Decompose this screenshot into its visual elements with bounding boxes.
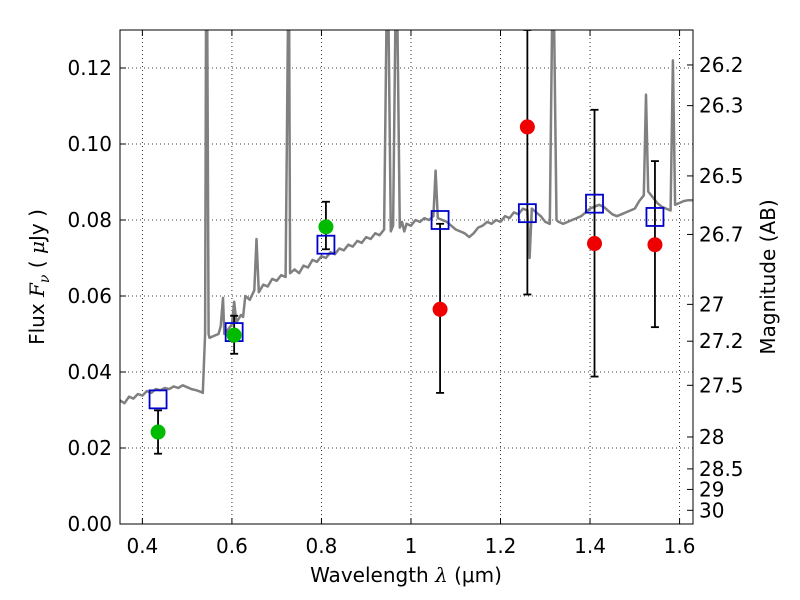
low-sn-point <box>587 236 603 252</box>
y-tick-label: 0.10 <box>67 132 112 156</box>
mag-tick-label: 26.5 <box>699 164 744 188</box>
mag-tick-label: 26.3 <box>699 94 744 118</box>
y-tick-label: 0.04 <box>67 360 112 384</box>
x-label-symbol: λ <box>434 563 448 587</box>
y-label-unit: Jy ) <box>25 209 49 243</box>
x-tick-label: 0.4 <box>126 534 158 558</box>
x-tick-label: 0.8 <box>306 534 338 558</box>
mag-tick-label: 28 <box>699 425 724 449</box>
model-photometry-square <box>148 389 168 410</box>
plot-frame <box>119 29 694 525</box>
y-tick-label: 0.12 <box>67 56 112 80</box>
y-label-paren: ( <box>25 254 49 275</box>
axis-ticks <box>120 30 693 525</box>
model-photometry-square <box>316 234 336 255</box>
y-tick-label: 0.06 <box>67 284 112 308</box>
y-axis-label: Flux Fν ( μJy ) <box>25 209 53 345</box>
y-label-subscript: ν <box>37 274 53 283</box>
y-tick-label: 0.00 <box>67 512 112 536</box>
mag-tick-label: 26.7 <box>699 222 744 246</box>
y-label-pre: Flux <box>25 297 49 345</box>
mag-tick-label: 26.2 <box>699 53 744 77</box>
y-tick-labels: 0.00 0.02 0.04 0.06 0.08 0.10 0.12 <box>67 56 112 536</box>
x-label-pre: Wavelength <box>310 563 435 587</box>
x-tick-label: 1.4 <box>574 534 606 558</box>
x-label-post: (μm) <box>448 563 502 587</box>
plot-background <box>120 30 693 524</box>
model-photometry-square <box>517 203 537 224</box>
y-tick-label: 0.08 <box>67 208 112 232</box>
detection-point <box>150 424 166 440</box>
low-sn-point <box>519 119 535 135</box>
mag-tick-label: 27.5 <box>699 373 744 397</box>
x-axis-label: Wavelength λ (μm) <box>310 563 502 587</box>
x-tick-label: 1.2 <box>485 534 517 558</box>
mag-tick-label: 27 <box>699 292 724 316</box>
model-photometry-square <box>430 210 450 230</box>
low-sn-point <box>647 237 663 253</box>
magnitude-axis-label: Magnitude (AB) <box>756 199 780 354</box>
mag-tick-label: 28.5 <box>699 457 744 481</box>
model-photometry-square <box>585 193 604 214</box>
mag-tick-label: 29 <box>699 477 724 501</box>
detection-point <box>226 327 242 343</box>
x-tick-label: 1 <box>405 534 418 558</box>
x-tick-labels: 0.4 0.6 0.8 1 1.2 1.4 1.6 <box>126 534 695 558</box>
y-label-mu: μ <box>25 241 49 254</box>
low-sn-point <box>432 301 448 317</box>
y-tick-label: 0.02 <box>67 436 112 460</box>
mag-tick-label: 30 <box>699 498 724 522</box>
y-label-symbol: F <box>25 282 49 298</box>
x-tick-label: 0.6 <box>216 534 248 558</box>
model-photometry-square <box>645 207 665 227</box>
sed-spectrum-line <box>120 30 693 405</box>
mag-tick-label: 27.2 <box>699 329 744 353</box>
x-tick-label: 1.6 <box>664 534 696 558</box>
detection-point <box>318 219 334 235</box>
series-layer <box>120 30 693 455</box>
